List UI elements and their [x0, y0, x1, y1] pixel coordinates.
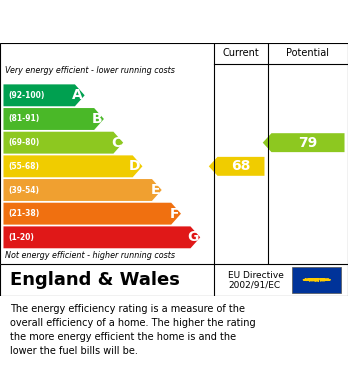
Text: (55-68): (55-68) [9, 162, 40, 171]
Text: Not energy efficient - higher running costs: Not energy efficient - higher running co… [5, 251, 175, 260]
Text: 2002/91/EC: 2002/91/EC [228, 280, 280, 289]
Text: 79: 79 [298, 136, 318, 150]
Polygon shape [3, 179, 162, 201]
Text: England & Wales: England & Wales [10, 271, 180, 289]
Text: Current: Current [223, 48, 259, 58]
Polygon shape [309, 280, 314, 281]
Text: D: D [129, 159, 141, 173]
Bar [292, 267, 341, 293]
Polygon shape [3, 132, 123, 154]
Polygon shape [304, 279, 310, 280]
Text: Very energy efficient - lower running costs: Very energy efficient - lower running co… [5, 66, 175, 75]
Text: B: B [92, 112, 102, 126]
Text: E: E [150, 183, 160, 197]
Text: Potential: Potential [286, 48, 330, 58]
Polygon shape [3, 84, 85, 106]
Text: Energy Efficiency Rating: Energy Efficiency Rating [10, 19, 232, 34]
Polygon shape [3, 108, 104, 130]
Polygon shape [320, 280, 325, 281]
Polygon shape [314, 280, 319, 281]
Text: EU Directive: EU Directive [228, 271, 284, 280]
Text: C: C [111, 136, 121, 150]
Polygon shape [209, 157, 264, 176]
Text: (39-54): (39-54) [9, 185, 40, 194]
Text: (81-91): (81-91) [9, 115, 40, 124]
Text: (1-20): (1-20) [9, 233, 34, 242]
Polygon shape [263, 133, 345, 152]
Text: (69-80): (69-80) [9, 138, 40, 147]
Text: 68: 68 [231, 159, 251, 173]
Polygon shape [3, 226, 200, 248]
Text: The energy efficiency rating is a measure of the
overall efficiency of a home. T: The energy efficiency rating is a measur… [10, 303, 256, 355]
Text: G: G [187, 230, 198, 244]
Text: F: F [170, 207, 179, 221]
Polygon shape [3, 203, 181, 224]
Polygon shape [3, 155, 142, 177]
Polygon shape [324, 279, 329, 280]
Text: (92-100): (92-100) [9, 91, 45, 100]
Text: (21-38): (21-38) [9, 209, 40, 218]
Text: A: A [72, 88, 83, 102]
